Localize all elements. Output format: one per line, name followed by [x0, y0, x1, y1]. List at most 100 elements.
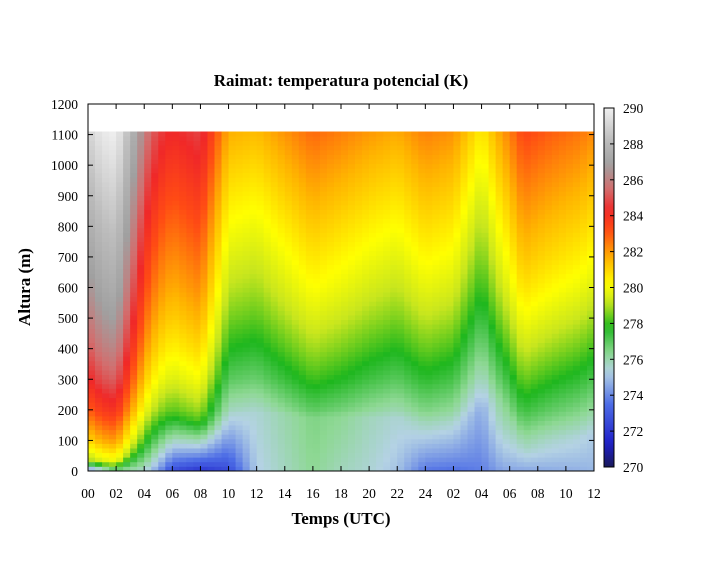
heatmap-cell: [411, 204, 419, 210]
heatmap-cell: [460, 237, 468, 243]
heatmap-cell: [425, 374, 433, 380]
heatmap-cell: [319, 200, 328, 206]
heatmap-cell: [537, 360, 546, 366]
heatmap-cell: [193, 241, 201, 247]
heatmap-cell: [95, 319, 103, 325]
heatmap-cell: [411, 434, 419, 440]
heatmap-cell: [432, 200, 440, 206]
heatmap-cell: [355, 383, 363, 389]
heatmap-cell: [312, 388, 321, 394]
heatmap-cell: [530, 328, 539, 334]
heatmap-cell: [186, 411, 194, 417]
heatmap-cell: [355, 168, 363, 174]
heatmap-cell: [256, 374, 265, 380]
heatmap-cell: [172, 159, 180, 165]
heatmap-cell: [348, 347, 356, 353]
heatmap-cell: [284, 181, 293, 187]
heatmap-cell: [474, 310, 482, 316]
heatmap-cell: [116, 319, 124, 325]
heatmap-cell: [95, 337, 103, 343]
heatmap-cell: [242, 448, 251, 454]
heatmap-cell: [319, 259, 328, 265]
heatmap-cell: [305, 168, 314, 174]
heatmap-cell: [446, 250, 454, 256]
heatmap-cell: [453, 218, 461, 224]
heatmap-cell: [235, 452, 244, 458]
heatmap-cell: [460, 250, 468, 256]
heatmap-cell: [411, 250, 419, 256]
heatmap-cell: [488, 246, 497, 252]
heatmap-cell: [200, 365, 208, 371]
heatmap-cell: [333, 172, 342, 178]
heatmap-cell: [277, 204, 286, 210]
heatmap-cell: [221, 200, 229, 206]
heatmap-cell: [312, 191, 321, 197]
heatmap-cell: [158, 397, 166, 403]
heatmap-cell: [411, 452, 419, 458]
heatmap-cell: [509, 415, 518, 421]
heatmap-cell: [432, 328, 440, 334]
heatmap-cell: [537, 370, 546, 376]
heatmap-cell: [235, 406, 244, 412]
heatmap-cell: [362, 448, 370, 454]
heatmap-cell: [263, 415, 272, 421]
heatmap-cell: [439, 163, 447, 169]
heatmap-cell: [509, 296, 518, 302]
heatmap-cell: [495, 415, 504, 421]
heatmap-cell: [411, 466, 419, 472]
heatmap-cell: [488, 259, 497, 265]
heatmap-cell: [95, 425, 103, 431]
heatmap-cell: [291, 420, 300, 426]
heatmap-cell: [151, 402, 159, 408]
heatmap-cell: [144, 351, 152, 357]
heatmap-cell: [193, 466, 201, 472]
heatmap-cell: [291, 301, 300, 307]
heatmap-cell: [474, 351, 482, 357]
heatmap-cell: [383, 328, 391, 334]
heatmap-cell: [453, 136, 461, 142]
heatmap-cell: [214, 305, 222, 311]
heatmap-cell: [369, 191, 377, 197]
heatmap-cell: [411, 195, 419, 201]
heatmap-cell: [362, 181, 370, 187]
heatmap-cell: [544, 296, 553, 302]
heatmap-cell: [383, 278, 391, 284]
heatmap-cell: [263, 429, 272, 435]
heatmap-cell: [523, 154, 532, 160]
heatmap-cell: [537, 406, 546, 412]
heatmap-cell: [270, 269, 279, 275]
heatmap-cell: [495, 347, 504, 353]
heatmap-cell: [116, 461, 124, 467]
heatmap-cell: [348, 282, 356, 288]
heatmap-cell: [186, 328, 194, 334]
heatmap-cell: [263, 296, 272, 302]
heatmap-cell: [333, 402, 342, 408]
heatmap-cell: [453, 292, 461, 298]
heatmap-cell: [362, 269, 370, 275]
heatmap-cell: [319, 397, 328, 403]
heatmap-cell: [418, 411, 426, 417]
heatmap-cell: [179, 315, 187, 321]
heatmap-cell: [242, 209, 251, 215]
heatmap-cell: [432, 214, 440, 220]
heatmap-cell: [165, 172, 173, 178]
heatmap-cell: [474, 315, 482, 321]
heatmap-cell: [88, 365, 96, 371]
heatmap-cell: [144, 370, 152, 376]
heatmap-cell: [446, 145, 454, 151]
heatmap-cell: [530, 379, 539, 385]
heatmap-cell: [123, 374, 131, 380]
heatmap-cell: [109, 282, 117, 288]
heatmap-cell: [228, 200, 236, 206]
heatmap-cell: [284, 209, 293, 215]
heatmap-cell: [348, 351, 356, 357]
heatmap-cell: [453, 145, 461, 151]
heatmap-cell: [200, 429, 208, 435]
heatmap-cell: [137, 209, 145, 215]
heatmap-cell: [158, 140, 166, 146]
heatmap-cell: [523, 232, 532, 238]
heatmap-cell: [123, 159, 131, 165]
heatmap-cell: [284, 264, 293, 270]
heatmap-cell: [256, 145, 265, 151]
heatmap-cell: [551, 324, 560, 330]
